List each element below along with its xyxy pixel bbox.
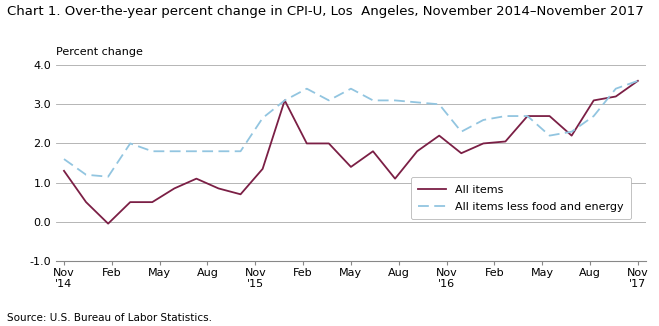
All items less food and energy <box>325 98 333 102</box>
Text: Source: U.S. Bureau of Labor Statistics.: Source: U.S. Bureau of Labor Statistics. <box>7 313 212 323</box>
All items <box>60 169 68 173</box>
All items less food and energy <box>567 130 575 134</box>
All items <box>303 141 311 145</box>
All items less food and energy <box>391 98 399 102</box>
All items <box>501 140 509 143</box>
All items <box>590 98 598 102</box>
All items <box>82 200 90 204</box>
All items less food and energy <box>612 87 619 91</box>
All items <box>457 151 465 155</box>
All items <box>347 165 355 169</box>
All items less food and energy <box>479 118 487 122</box>
All items <box>171 186 179 190</box>
All items <box>104 222 112 226</box>
All items <box>259 167 267 171</box>
All items less food and energy <box>546 134 554 138</box>
All items <box>567 134 575 138</box>
All items less food and energy <box>413 100 421 104</box>
All items less food and energy <box>590 114 598 118</box>
All items <box>148 200 156 204</box>
All items less food and energy <box>192 149 200 153</box>
All items less food and energy <box>82 173 90 177</box>
Legend: All items, All items less food and energy: All items, All items less food and energ… <box>411 177 631 219</box>
All items less food and energy <box>347 87 355 91</box>
All items <box>413 149 421 153</box>
All items <box>546 114 554 118</box>
Line: All items: All items <box>64 81 638 224</box>
All items less food and energy <box>237 149 244 153</box>
All items less food and energy <box>60 157 68 161</box>
All items <box>391 177 399 181</box>
All items <box>237 192 244 196</box>
All items <box>479 141 487 145</box>
All items less food and energy <box>369 98 377 102</box>
Line: All items less food and energy: All items less food and energy <box>64 81 638 177</box>
All items less food and energy <box>171 149 179 153</box>
All items less food and energy <box>501 114 509 118</box>
All items <box>369 149 377 153</box>
All items less food and energy <box>127 141 134 145</box>
Text: Percent change: Percent change <box>56 47 143 57</box>
All items <box>523 114 531 118</box>
All items less food and energy <box>259 116 267 120</box>
All items less food and energy <box>148 149 156 153</box>
All items less food and energy <box>457 130 465 134</box>
All items less food and energy <box>634 79 642 83</box>
All items less food and energy <box>215 149 223 153</box>
All items <box>612 95 619 98</box>
All items less food and energy <box>523 114 531 118</box>
All items <box>281 98 289 102</box>
All items <box>192 177 200 181</box>
All items <box>127 200 134 204</box>
All items less food and energy <box>303 87 311 91</box>
Text: Chart 1. Over-the-year percent change in CPI-U, Los  Angeles, November 2014–Nove: Chart 1. Over-the-year percent change in… <box>7 5 643 18</box>
All items <box>325 141 333 145</box>
All items less food and energy <box>104 175 112 179</box>
All items less food and energy <box>281 98 289 102</box>
All items less food and energy <box>435 102 443 106</box>
All items <box>215 186 223 190</box>
All items <box>634 79 642 83</box>
All items <box>435 134 443 138</box>
